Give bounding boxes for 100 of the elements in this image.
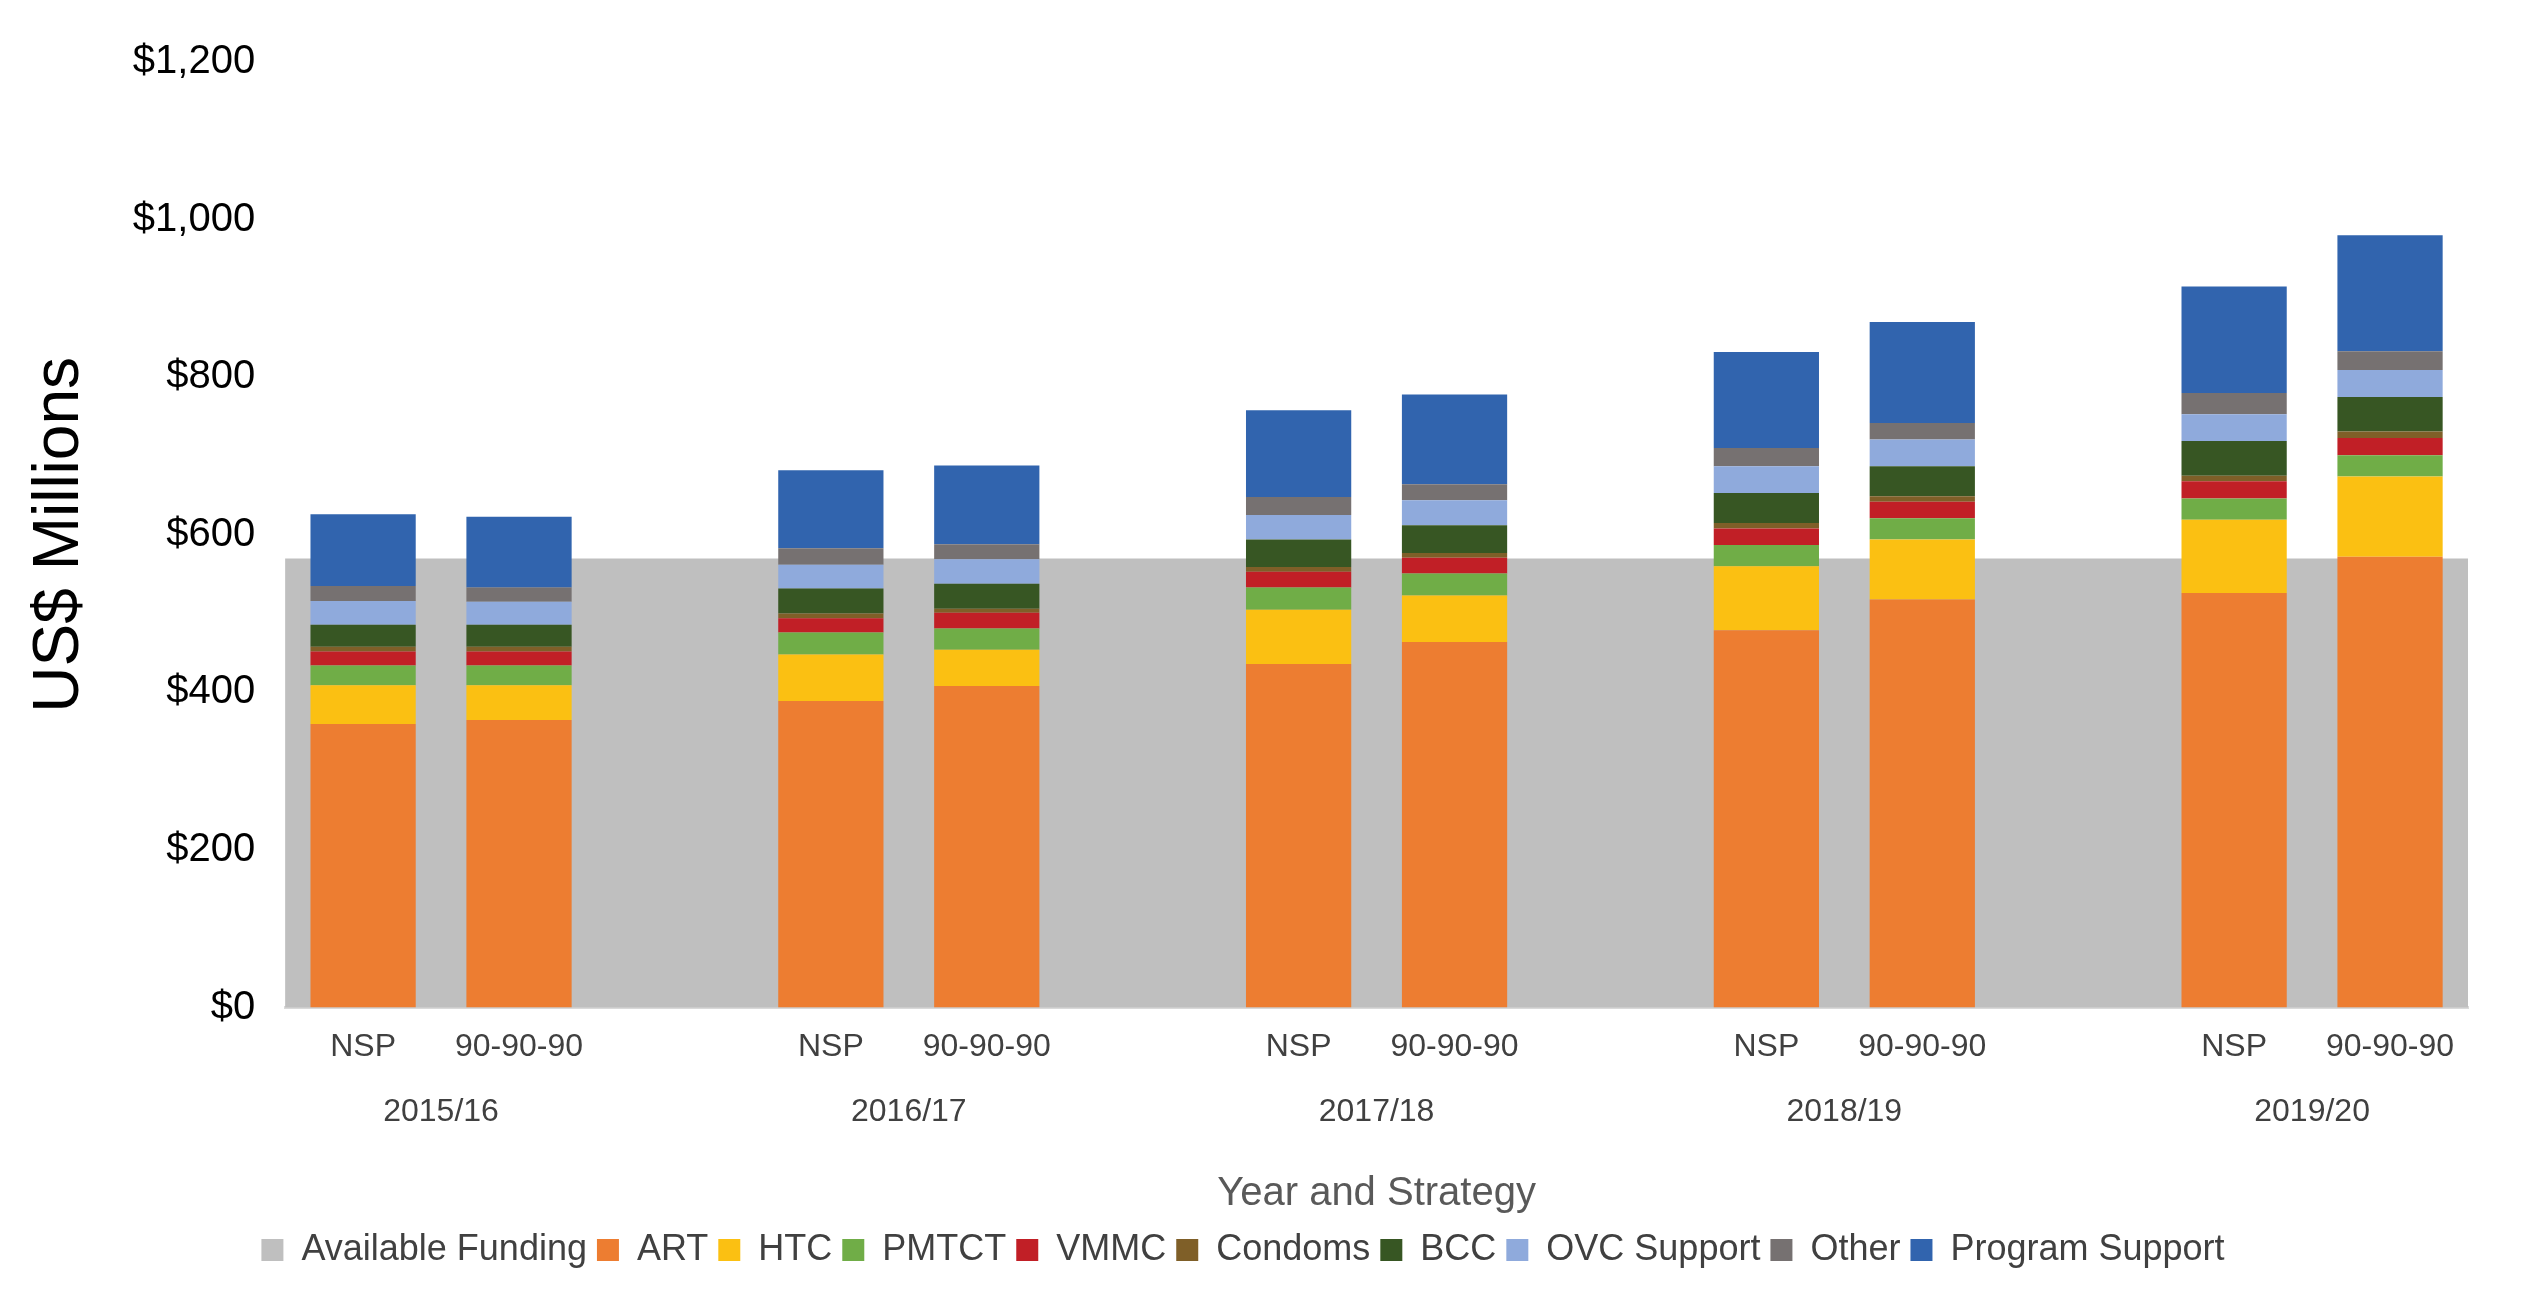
bar <box>310 624 416 647</box>
bar <box>466 685 572 720</box>
bar <box>310 723 416 1008</box>
x-tick-label: NSP <box>330 1026 396 1063</box>
bar <box>1401 484 1508 501</box>
x-tick-label: NSP <box>1265 1026 1332 1063</box>
legend-label: HTC <box>758 1226 833 1268</box>
bar <box>1713 630 1819 1008</box>
bar <box>466 719 572 1008</box>
bar <box>2181 593 2287 1008</box>
y-tick-label: $800 <box>166 352 256 397</box>
text: 2015/16 <box>383 1092 499 1129</box>
text: 2019/20 <box>2254 1092 2370 1129</box>
legend-label: Other <box>1810 1226 1901 1268</box>
bar <box>934 583 1040 609</box>
bar <box>1713 351 1819 449</box>
y-tick-label: $0 <box>210 982 256 1027</box>
bar <box>1869 422 1975 440</box>
bar <box>2181 519 2287 594</box>
bar <box>778 588 884 614</box>
bar <box>778 564 884 589</box>
y-tick-label: $1,000 <box>132 194 256 239</box>
bar <box>934 649 1040 687</box>
bar <box>778 632 884 655</box>
bar <box>1713 566 1819 631</box>
bar <box>2337 437 2443 456</box>
y-axis-title: US$ Millions <box>20 356 93 713</box>
bar <box>2181 392 2287 415</box>
y-tick-label: $400 <box>166 667 256 712</box>
bar <box>2181 475 2287 482</box>
bar <box>2337 351 2443 371</box>
bar <box>1869 518 1975 540</box>
bar <box>1245 571 1352 588</box>
bar <box>934 465 1040 545</box>
bar <box>310 586 416 601</box>
bar <box>1713 448 1819 467</box>
x-axis-title: Year and Strategy <box>1217 1169 1536 1214</box>
bar <box>1869 599 1975 1008</box>
bar <box>1245 664 1352 1008</box>
bar <box>1713 522 1819 529</box>
x-tick-label: 90-90-90 <box>2325 1026 2455 1063</box>
bar <box>778 548 884 565</box>
bar <box>1401 525 1508 553</box>
bar <box>1245 410 1352 497</box>
legend-label: PMTCT <box>882 1226 1007 1268</box>
legend-label: Condoms <box>1216 1226 1371 1268</box>
bar <box>1401 557 1508 574</box>
bar <box>2337 476 2443 557</box>
bar <box>2181 498 2287 520</box>
legend-label: Available Funding <box>301 1226 587 1268</box>
bar <box>1245 496 1352 516</box>
bar <box>2337 556 2443 1008</box>
text: 2018/19 <box>1786 1092 1903 1129</box>
bar <box>1869 466 1975 497</box>
bar <box>778 470 884 549</box>
bar <box>1713 528 1819 546</box>
bar <box>310 665 416 686</box>
bar <box>1869 539 1975 600</box>
legend-label: OVC Support <box>1546 1226 1761 1268</box>
bar <box>1245 515 1352 540</box>
y-tick-label: $1,200 <box>132 37 256 82</box>
x-tick-label: NSP <box>797 1026 864 1063</box>
bar <box>934 608 1040 613</box>
text: 2017/18 <box>1318 1092 1435 1129</box>
bar <box>2181 481 2287 499</box>
bar <box>310 651 416 666</box>
bar <box>2181 414 2287 442</box>
bar <box>1713 493 1819 523</box>
bar <box>2337 431 2443 438</box>
bar <box>934 612 1040 629</box>
bar <box>466 587 572 602</box>
bar <box>934 686 1040 1008</box>
bar <box>1869 322 1975 423</box>
legend-label: BCC <box>1420 1226 1497 1268</box>
bar <box>778 618 884 633</box>
bar <box>1245 587 1352 610</box>
bar <box>934 559 1040 584</box>
legend-label: Program Support <box>1950 1226 2225 1268</box>
bar <box>1401 500 1508 526</box>
bar <box>1401 595 1508 642</box>
x-tick-label: 90-90-90 <box>1858 1026 1987 1063</box>
bar <box>2181 286 2287 393</box>
bar <box>466 665 572 686</box>
bar <box>1713 466 1819 494</box>
bar <box>778 701 884 1008</box>
bar <box>1245 609 1352 665</box>
bar <box>1713 545 1819 567</box>
bar <box>1245 567 1352 572</box>
x-tick-label: NSP <box>1733 1026 1800 1063</box>
bar <box>2181 441 2287 476</box>
bar <box>1869 496 1975 502</box>
y-tick-label: $200 <box>166 825 256 870</box>
bar <box>934 544 1040 560</box>
x-tick-label: 90-90-90 <box>922 1026 1051 1063</box>
x-tick-label: NSP <box>2201 1026 2268 1063</box>
bar <box>2337 455 2443 477</box>
legend-label: VMMC <box>1056 1226 1167 1268</box>
bar <box>310 600 416 625</box>
legend-label: ART <box>636 1226 709 1268</box>
x-tick-label: 90-90-90 <box>1390 1026 1519 1063</box>
